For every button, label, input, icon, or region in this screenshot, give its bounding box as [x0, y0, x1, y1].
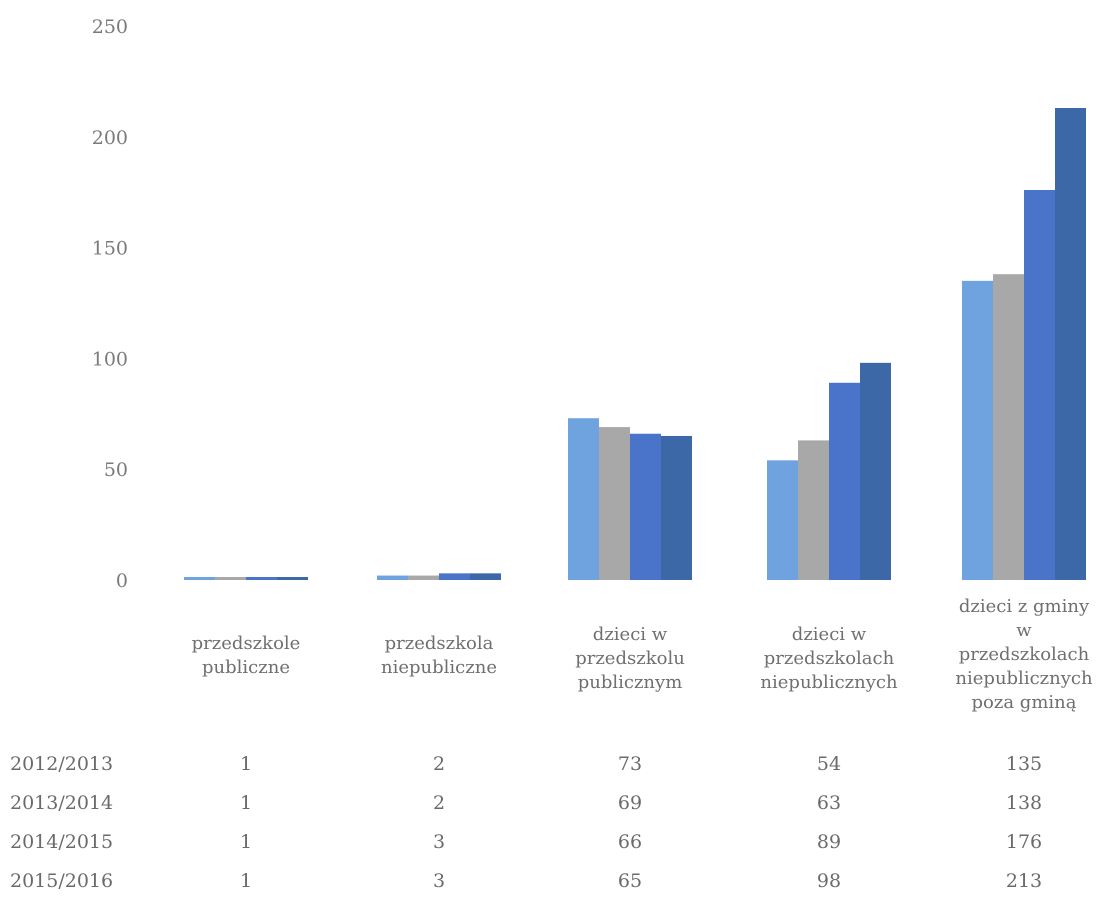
data-label: 73 — [618, 753, 642, 775]
bar — [377, 575, 408, 580]
data-label: 65 — [618, 870, 642, 892]
bar — [184, 577, 215, 580]
data-label: 98 — [817, 870, 841, 892]
legend-series-label: 2012/2013 — [10, 753, 113, 775]
category-labels: przedszkole publiczne przedszkola niepublic… — [192, 596, 1093, 713]
category-label: przedszkole — [192, 633, 301, 654]
category-label: przedszkolach — [764, 648, 895, 669]
bar — [798, 440, 829, 580]
bars — [184, 107, 1086, 580]
data-label: 3 — [433, 831, 445, 853]
category-label: w — [1016, 620, 1032, 641]
bar — [630, 433, 661, 580]
data-label: 89 — [817, 831, 841, 853]
category-label: przedszkolu — [575, 648, 685, 669]
category-label: poza gminą — [972, 692, 1077, 713]
category-label: dzieci w — [593, 624, 668, 645]
data-label: 176 — [1006, 831, 1042, 853]
bar — [962, 280, 993, 580]
bar — [568, 418, 599, 580]
data-label: 3 — [433, 870, 445, 892]
bar — [829, 382, 860, 580]
legend-series-label: 2015/2016 — [10, 870, 113, 892]
bar — [277, 577, 308, 580]
category-label: dzieci w — [792, 624, 867, 645]
y-tick-label: 0 — [116, 570, 128, 592]
bar — [408, 575, 439, 580]
bar — [661, 435, 692, 580]
bar — [767, 460, 798, 580]
data-label: 138 — [1006, 792, 1042, 814]
data-label: 213 — [1006, 870, 1042, 892]
data-label: 54 — [817, 753, 841, 775]
bar — [439, 573, 470, 580]
data-label: 63 — [817, 792, 841, 814]
bar — [1055, 107, 1086, 580]
bar — [470, 573, 501, 580]
legend-series-label: 2014/2015 — [10, 831, 113, 853]
bar — [993, 274, 1024, 580]
data-label: 66 — [618, 831, 642, 853]
bar — [860, 362, 891, 580]
data-label: 2 — [433, 792, 445, 814]
category-label: dzieci z gminy — [959, 596, 1090, 617]
y-tick-label: 150 — [92, 238, 128, 260]
category-label: przedszkolach — [959, 644, 1090, 665]
data-label: 69 — [618, 792, 642, 814]
y-axis: 0 50 100 150 200 250 — [92, 16, 128, 592]
y-tick-label: 250 — [92, 16, 128, 38]
category-label: przedszkola — [385, 633, 494, 654]
y-tick-label: 100 — [92, 348, 128, 370]
data-table: 2012/2013 1 2 73 54 135 2013/2014 1 2 69 63 138 2014… — [10, 753, 1042, 892]
data-label: 1 — [240, 792, 252, 814]
bar — [246, 577, 277, 580]
bar — [599, 427, 630, 580]
bar — [1024, 189, 1055, 580]
data-label: 1 — [240, 831, 252, 853]
legend-series-label: 2013/2014 — [10, 792, 113, 814]
data-label: 2 — [433, 753, 445, 775]
data-label: 1 — [240, 870, 252, 892]
category-label: niepublicznych — [760, 672, 898, 693]
category-label: niepubliczne — [381, 657, 497, 678]
category-label: niepublicznych — [955, 668, 1093, 689]
y-tick-label: 200 — [92, 127, 128, 149]
data-label: 1 — [240, 753, 252, 775]
data-label: 135 — [1006, 753, 1042, 775]
bar — [215, 577, 246, 580]
category-label: publiczne — [202, 657, 290, 678]
category-label: publicznym — [578, 672, 683, 693]
y-tick-label: 50 — [104, 459, 128, 481]
